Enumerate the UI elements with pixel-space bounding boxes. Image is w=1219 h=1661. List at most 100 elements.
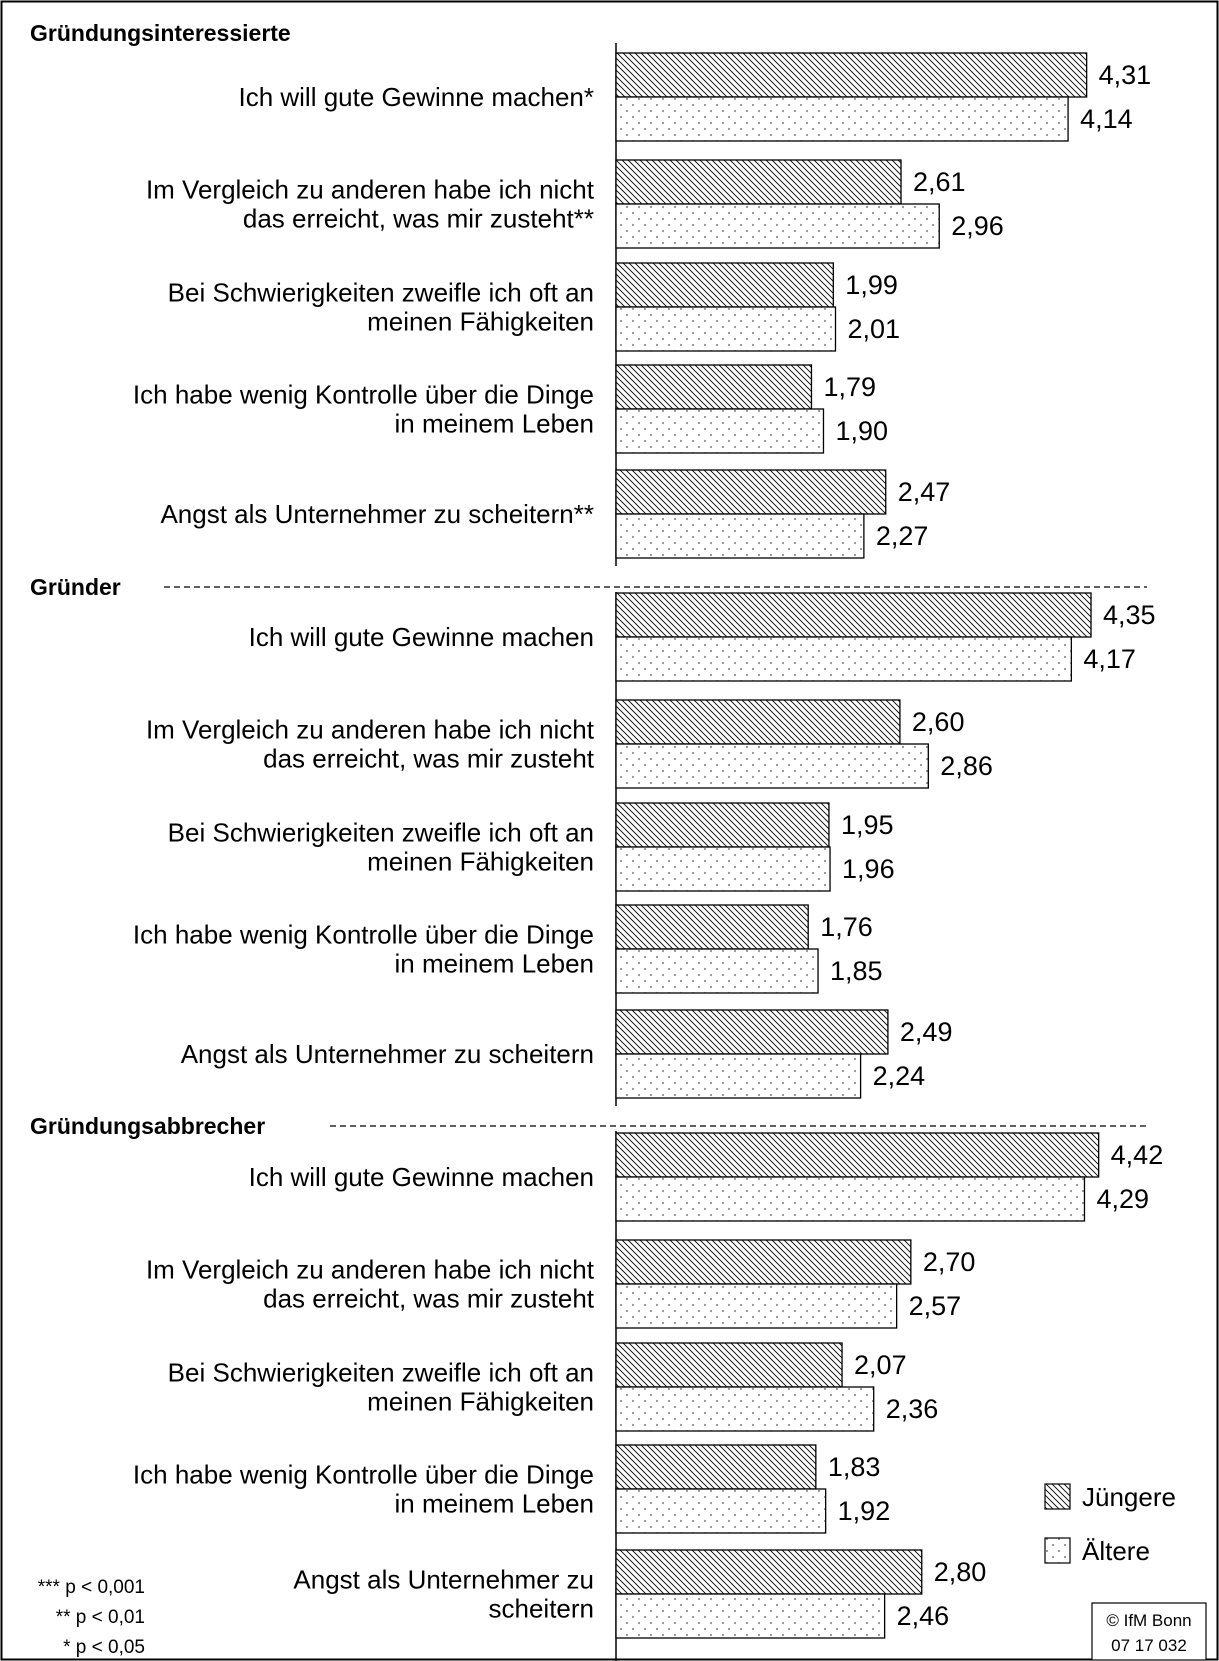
source-text: 07 17 032: [1111, 1636, 1187, 1655]
value-label: 2,49: [900, 1017, 953, 1047]
value-label: 2,07: [854, 1350, 907, 1380]
bar-aeltere: [615, 948, 819, 994]
value-label: 4,29: [1096, 1184, 1149, 1214]
value-label: 2,01: [847, 314, 900, 344]
value-label: 1,95: [841, 810, 894, 840]
bar-juengere: [615, 364, 813, 410]
value-label: 2,36: [886, 1394, 939, 1424]
category-label: scheitern: [489, 1594, 595, 1624]
value-label: 4,31: [1099, 60, 1152, 90]
category-label: in meinem Leben: [395, 1489, 594, 1519]
bar-juengere: [615, 1009, 889, 1055]
group-title: Gründer: [30, 574, 121, 600]
category-label: Im Vergleich zu anderen habe ich nicht: [146, 1255, 595, 1285]
bar-juengere: [615, 262, 834, 308]
value-label: 2,96: [951, 211, 1004, 241]
significance-note: ** p < 0,01: [56, 1607, 145, 1628]
bar-juengere: [615, 159, 902, 205]
value-label: 2,46: [897, 1601, 950, 1631]
bar-aeltere: [615, 1386, 875, 1432]
value-label: 4,17: [1083, 644, 1136, 674]
value-label: 1,85: [830, 956, 883, 986]
bar-aeltere: [615, 96, 1069, 142]
value-label: 1,83: [828, 1452, 881, 1482]
value-label: 2,57: [909, 1291, 962, 1321]
bar-juengere: [615, 1132, 1100, 1178]
category-label: meinen Fähigkeiten: [367, 847, 594, 877]
category-label: Ich habe wenig Kontrolle über die Dinge: [133, 380, 594, 410]
significance-note: *** p < 0,001: [38, 1577, 145, 1598]
value-label: 1,96: [842, 854, 895, 884]
category-label: Bei Schwierigkeiten zweifle ich oft an: [168, 278, 594, 308]
bar-aeltere: [615, 1593, 886, 1639]
category-label: Ich will gute Gewinne machen: [249, 622, 594, 652]
value-label: 1,99: [845, 270, 898, 300]
legend-swatch: [1044, 1537, 1071, 1564]
bar-aeltere: [615, 1283, 898, 1329]
value-label: 2,47: [898, 477, 951, 507]
bar-aeltere: [615, 203, 940, 249]
category-label: in meinem Leben: [395, 949, 594, 979]
category-label: meinen Fähigkeiten: [367, 1387, 594, 1417]
value-label: 2,60: [912, 707, 965, 737]
category-label: Ich will gute Gewinne machen*: [238, 82, 594, 112]
category-label: Im Vergleich zu anderen habe ich nicht: [146, 175, 595, 205]
legend-label: Ältere: [1082, 1536, 1150, 1566]
significance-note: * p < 0,05: [63, 1637, 145, 1658]
value-label: 2,27: [876, 521, 929, 551]
bar-aeltere: [615, 513, 865, 559]
category-label: in meinem Leben: [395, 409, 594, 439]
value-label: 2,70: [923, 1247, 976, 1277]
source-text: © IfM Bonn: [1106, 1611, 1191, 1630]
category-label: Im Vergleich zu anderen habe ich nicht: [146, 715, 595, 745]
legend-label: Jüngere: [1082, 1482, 1176, 1512]
bar-juengere: [615, 1342, 843, 1388]
value-label: 1,79: [823, 372, 876, 402]
bar-juengere: [615, 592, 1092, 638]
category-label: das erreicht, was mir zusteht: [263, 744, 595, 774]
legend-swatch: [1044, 1483, 1071, 1510]
category-label: Ich habe wenig Kontrolle über die Dinge: [133, 1460, 594, 1490]
bar-aeltere: [615, 743, 929, 789]
category-label: Bei Schwierigkeiten zweifle ich oft an: [168, 1358, 594, 1388]
category-label: Ich will gute Gewinne machen: [249, 1162, 594, 1192]
value-label: 2,24: [873, 1061, 926, 1091]
category-label: Angst als Unternehmer zu scheitern**: [160, 499, 594, 529]
category-label: Angst als Unternehmer zu: [293, 1565, 594, 1595]
value-label: 2,61: [913, 167, 966, 197]
bar-juengere: [615, 699, 901, 745]
bar-juengere: [615, 52, 1088, 98]
category-label: Angst als Unternehmer zu scheitern: [181, 1039, 594, 1069]
value-label: 2,80: [934, 1557, 987, 1587]
bar-aeltere: [615, 1488, 827, 1534]
category-label: das erreicht, was mir zusteht**: [243, 204, 594, 234]
bar-aeltere: [615, 408, 825, 454]
value-label: 1,92: [838, 1496, 891, 1526]
category-label: Bei Schwierigkeiten zweifle ich oft an: [168, 818, 594, 848]
bar-juengere: [615, 1239, 912, 1285]
source-box: [1091, 1602, 1207, 1661]
value-label: 2,86: [940, 751, 993, 781]
group-title: Gründungsabbrecher: [30, 1113, 265, 1139]
bar-juengere: [615, 904, 809, 950]
bar-aeltere: [615, 306, 837, 352]
category-label: das erreicht, was mir zusteht: [263, 1284, 595, 1314]
bar-aeltere: [615, 1053, 862, 1099]
value-label: 1,90: [835, 416, 888, 446]
value-label: 4,35: [1103, 600, 1156, 630]
bar-juengere: [615, 469, 887, 515]
value-label: 4,14: [1080, 104, 1133, 134]
bar-juengere: [615, 1444, 817, 1490]
category-label: Ich habe wenig Kontrolle über die Dinge: [133, 920, 594, 950]
bar-juengere: [615, 1549, 923, 1595]
bar-juengere: [615, 802, 830, 848]
plot-area: Gründungsinteressierte Ich will gute Gewi…: [30, 20, 1207, 1661]
bar-aeltere: [615, 636, 1073, 682]
category-label: meinen Fähigkeiten: [367, 307, 594, 337]
value-label: 4,42: [1111, 1140, 1164, 1170]
group-title: Gründungsinteressierte: [30, 20, 291, 46]
bar-aeltere: [615, 846, 831, 892]
value-label: 1,76: [820, 912, 873, 942]
